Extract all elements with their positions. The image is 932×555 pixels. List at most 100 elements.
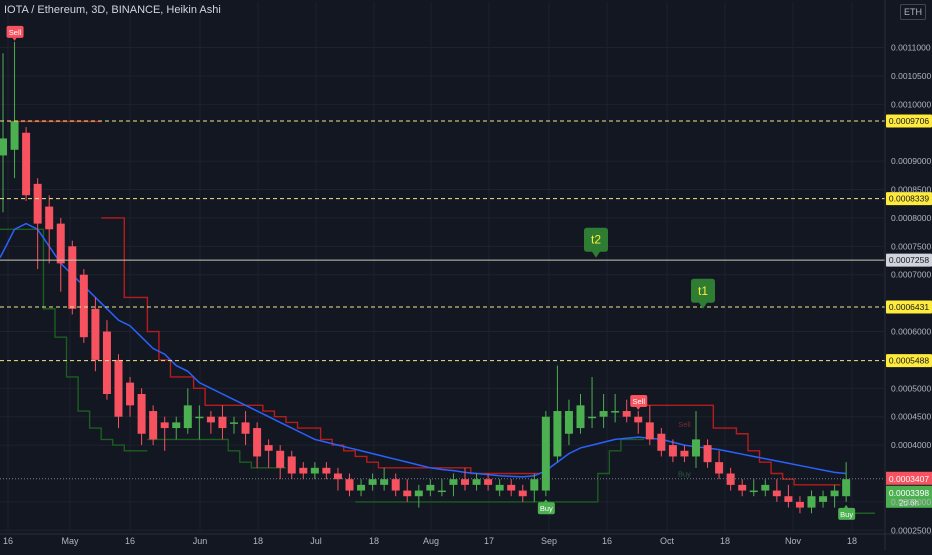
- x-tick-label: 18: [720, 536, 730, 546]
- candle: [599, 393, 608, 429]
- candle-body: [357, 484, 366, 491]
- candle: [56, 217, 65, 292]
- faded-signal-label: Sell: [678, 420, 691, 429]
- candle-body: [79, 274, 88, 338]
- candle: [426, 479, 435, 497]
- signals: Sell Sell Buy Buy Sell Buy: [6, 25, 856, 520]
- candle: [368, 473, 377, 491]
- candle: [819, 490, 828, 508]
- candle-body: [102, 331, 111, 394]
- candle-body: [495, 484, 504, 491]
- candle-body: [22, 132, 31, 196]
- candle-body: [657, 433, 666, 451]
- y-tick-label: 0.0004500: [891, 412, 931, 422]
- candle-body: [830, 490, 839, 497]
- buy-signal: Buy: [537, 499, 555, 515]
- candle: [726, 467, 735, 491]
- candle-body: [114, 359, 123, 417]
- candle: [102, 320, 111, 400]
- x-tick-label: May: [61, 536, 79, 546]
- candle: [333, 467, 342, 491]
- price-level-label: 0.0009706: [889, 116, 929, 126]
- candle-body: [611, 411, 620, 413]
- candle: [795, 496, 804, 514]
- y-tick-label: 0.0007500: [891, 241, 931, 251]
- signal-pointer: [636, 407, 641, 411]
- candle: [22, 127, 31, 201]
- candle: [276, 445, 285, 480]
- candle-body: [541, 416, 550, 491]
- candle-body: [230, 422, 238, 424]
- candle-body: [553, 411, 562, 457]
- candle-body: [68, 246, 77, 309]
- candle: [91, 297, 100, 372]
- candle: [472, 473, 481, 491]
- price-level-label: 0.0005488: [889, 356, 929, 366]
- candle: [507, 479, 516, 497]
- candle-body: [715, 462, 724, 474]
- signal-pointer: [543, 499, 548, 503]
- y-tick-label: 0.0011000: [891, 43, 931, 53]
- stop-line-red-segment: [632, 404, 841, 486]
- candle: [10, 41, 19, 179]
- candle: [680, 445, 689, 463]
- candle: [437, 479, 446, 497]
- candle: [657, 428, 666, 457]
- candle-body: [403, 490, 412, 497]
- candle: [357, 479, 366, 497]
- candle: [310, 462, 319, 480]
- price-level-badge: [886, 114, 932, 128]
- candle: [738, 479, 747, 497]
- y-tick-label: 0.0008500: [891, 185, 931, 195]
- y-tick-label: 0.0009000: [891, 156, 931, 166]
- candle-body: [703, 445, 712, 463]
- candle-body: [437, 490, 446, 493]
- candle: [518, 484, 527, 502]
- y-tick-label: 0.0008000: [891, 213, 931, 223]
- candle-body: [599, 411, 608, 417]
- y-tick-label: 0.0010500: [891, 71, 931, 81]
- candle: [634, 411, 643, 434]
- candle: [172, 416, 181, 440]
- candle-body: [218, 416, 227, 429]
- price-level-label: 0.0008339: [889, 194, 929, 204]
- candle-body: [45, 206, 54, 230]
- candle: [541, 411, 550, 497]
- candle: [553, 365, 562, 463]
- price-level-badge: [886, 253, 932, 267]
- x-tick-label: 18: [369, 536, 379, 546]
- target-bubble: [691, 278, 715, 309]
- price-level-label: 0.0006431: [889, 302, 929, 312]
- signal-badge: [537, 502, 555, 515]
- candle: [149, 405, 158, 446]
- candle: [414, 484, 423, 508]
- currency-badge[interactable]: ETH: [900, 4, 926, 20]
- price-level-label: 0.0007258: [889, 255, 929, 265]
- candle: [576, 393, 585, 434]
- signal-label: Sell: [632, 397, 645, 406]
- candle: [749, 479, 758, 497]
- candle-body: [622, 411, 631, 417]
- y-tick-label: 0.0003000: [891, 497, 931, 507]
- candle-body: [253, 428, 262, 457]
- candle: [495, 479, 504, 497]
- candle: [345, 473, 354, 497]
- candle-body: [795, 501, 804, 508]
- candle: [230, 416, 238, 434]
- candle-body: [484, 479, 493, 485]
- candle-body: [784, 496, 793, 502]
- candle-body: [564, 411, 573, 434]
- candle-body: [33, 183, 42, 224]
- x-tick-label: Nov: [785, 536, 802, 546]
- signal-label: Sell: [9, 28, 22, 37]
- candle-body: [195, 416, 204, 419]
- candle-body: [426, 484, 435, 491]
- candles: [0, 41, 851, 514]
- candle: [114, 354, 123, 429]
- target-label: t1: [698, 284, 708, 298]
- candle: [484, 473, 493, 491]
- candle: [299, 462, 308, 480]
- candle-body: [160, 422, 169, 429]
